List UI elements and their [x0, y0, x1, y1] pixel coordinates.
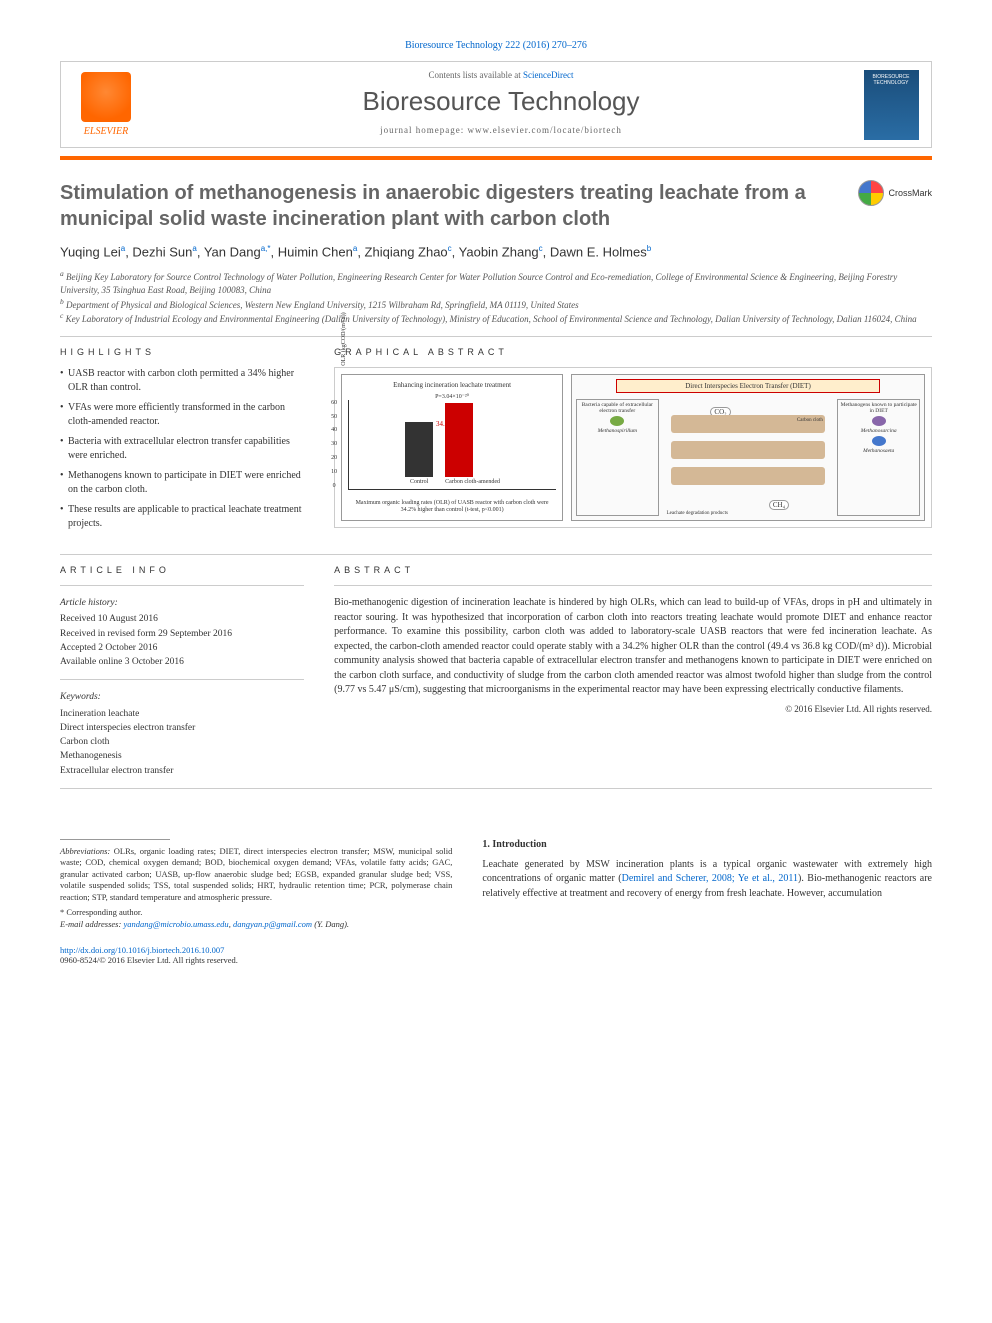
- keyword: Methanogenesis: [60, 749, 304, 763]
- copyright-line: © 2016 Elsevier Ltd. All rights reserved…: [334, 704, 932, 714]
- highlights-list: UASB reactor with carbon cloth permitted…: [60, 367, 304, 531]
- ga-cloth-area: CO₂ Carbon cloth CH₄ Leachate degradatio…: [663, 399, 834, 516]
- highlights-head: HIGHLIGHTS: [60, 347, 304, 357]
- highlight-item: Methanogens known to participate in DIET…: [60, 469, 304, 497]
- email-link-1[interactable]: yandang@microbio.umass.edu: [123, 919, 228, 929]
- affiliations: a Beijing Key Laboratory for Source Cont…: [60, 269, 932, 325]
- email-link-2[interactable]: dangyan.p@gmail.com: [233, 919, 312, 929]
- publisher-name: ELSEVIER: [81, 126, 131, 137]
- contents-available: Contents lists available at ScienceDirec…: [159, 70, 843, 80]
- intro-paragraph: Leachate generated by MSW incineration p…: [482, 858, 932, 902]
- citation-line: Bioresource Technology 222 (2016) 270–27…: [60, 40, 932, 51]
- article-title: Stimulation of methanogenesis in anaerob…: [60, 180, 846, 232]
- elsevier-tree-icon: [81, 72, 131, 122]
- journal-homepage: journal homepage: www.elsevier.com/locat…: [159, 125, 843, 135]
- abstract-text: Bio-methanogenic digestion of incinerati…: [334, 596, 932, 698]
- chart-bar: [445, 403, 473, 477]
- highlight-item: Bacteria with extracellular electron tra…: [60, 435, 304, 463]
- highlight-item: VFAs were more efficiently transformed i…: [60, 401, 304, 429]
- microbe-icon: [610, 416, 624, 426]
- article-history: Article history: Received 10 August 2016…: [60, 596, 304, 669]
- sciencedirect-link[interactable]: ScienceDirect: [523, 70, 573, 80]
- microbe-icon: [872, 416, 886, 426]
- citation-link[interactable]: Demirel and Scherer, 2008; Ye et al., 20…: [622, 873, 798, 884]
- keyword: Incineration leachate: [60, 707, 304, 721]
- section-1-head: 1. Introduction: [482, 839, 932, 850]
- keyword: Extracellular electron transfer: [60, 764, 304, 778]
- journal-name: Bioresource Technology: [159, 86, 843, 117]
- doi-block: http://dx.doi.org/10.1016/j.biortech.201…: [60, 945, 452, 965]
- ga-bar-chart: Enhancing incineration leachate treatmen…: [341, 374, 563, 521]
- crossmark-badge[interactable]: CrossMark: [858, 180, 932, 206]
- journal-header: ELSEVIER Contents lists available at Sci…: [60, 61, 932, 148]
- diet-title-box: Direct Interspecies Electron Transfer (D…: [616, 379, 880, 393]
- keyword: Direct interspecies electron transfer: [60, 721, 304, 735]
- crossmark-icon: [858, 180, 884, 206]
- journal-cover-thumb: BIORESOURCE TECHNOLOGY: [864, 70, 919, 140]
- email-addresses: E-mail addresses: yandang@microbio.umass…: [60, 919, 452, 929]
- accent-bar: [60, 156, 932, 160]
- abstract-head: ABSTRACT: [334, 565, 932, 575]
- ga-diet-diagram: Direct Interspecies Electron Transfer (D…: [571, 374, 925, 521]
- authors-line: Yuqing Leia, Dezhi Suna, Yan Danga,*, Hu…: [60, 244, 932, 259]
- doi-link[interactable]: http://dx.doi.org/10.1016/j.biortech.201…: [60, 945, 224, 955]
- graphical-abstract: Enhancing incineration leachate treatmen…: [334, 367, 932, 528]
- corresponding-author: * Corresponding author.: [60, 907, 452, 917]
- article-info-head: ARTICLE INFO: [60, 565, 304, 575]
- graphical-abstract-head: GRAPHICAL ABSTRACT: [334, 347, 932, 357]
- microbe-icon: [872, 436, 886, 446]
- chart-bar: [405, 422, 433, 477]
- ch4-label: CH₄: [769, 500, 789, 510]
- highlight-item: UASB reactor with carbon cloth permitted…: [60, 367, 304, 395]
- publisher-logo-cell: ELSEVIER: [61, 62, 151, 147]
- abbreviations: Abbreviations: OLRs, organic loading rat…: [60, 846, 452, 903]
- keyword: Carbon cloth: [60, 735, 304, 749]
- ga-bacteria-box: Bacteria capable of extracellular electr…: [576, 399, 659, 516]
- highlight-item: These results are applicable to practica…: [60, 503, 304, 531]
- ga-methanogen-box: Methanogens known to participate in DIET…: [837, 399, 920, 516]
- journal-cover-cell: BIORESOURCE TECHNOLOGY: [851, 62, 931, 147]
- keywords-block: Keywords: Incineration leachateDirect in…: [60, 690, 304, 778]
